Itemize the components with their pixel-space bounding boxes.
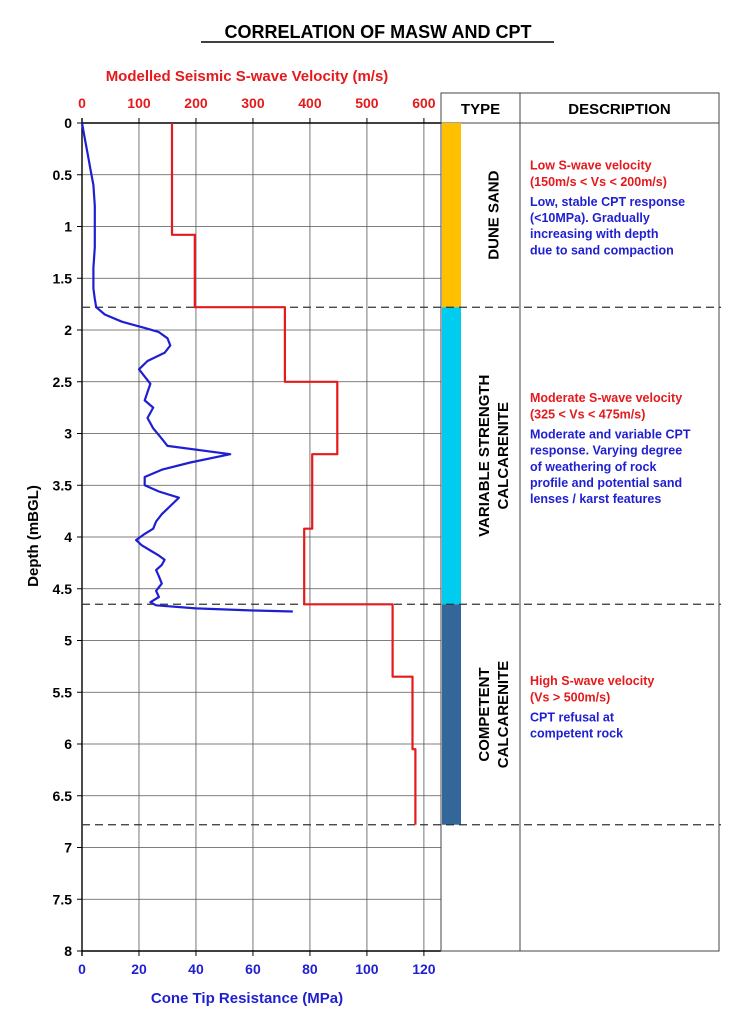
- vs-tick-label: 600: [412, 95, 436, 111]
- layer-color-band: [442, 604, 461, 825]
- chart-title: CORRELATION OF MASW AND CPT: [225, 22, 532, 42]
- depth-tick-label: 1: [64, 219, 72, 235]
- layer-name-line: CALCARENITE: [495, 661, 512, 769]
- depth-tick-label: 6.5: [53, 788, 73, 804]
- layer-vs-description: (Vs > 500m/s): [530, 690, 610, 704]
- table-header-description: DESCRIPTION: [568, 101, 671, 118]
- layer-vs-description: Moderate S-wave velocity: [530, 391, 682, 405]
- layer-boundaries: [82, 306, 721, 826]
- table-header-type: TYPE: [461, 101, 500, 118]
- series: [80, 122, 417, 825]
- top-axis-label: Modelled Seismic S-wave Velocity (m/s): [106, 68, 389, 85]
- vs-tick-label: 500: [355, 95, 379, 111]
- depth-tick-label: 0.5: [53, 167, 73, 183]
- layer-name-line: CALCARENITE: [495, 402, 512, 510]
- table-frame: [440, 92, 720, 952]
- layer-cpt-description: (<10MPa). Gradually: [530, 211, 650, 225]
- cpt-tick-label: 120: [412, 961, 436, 977]
- depth-tick-label: 2.5: [53, 374, 73, 390]
- layer-vs-description: Low S-wave velocity: [530, 159, 652, 173]
- cpt-tick-label: 60: [245, 961, 261, 977]
- layer-name-line: DUNE SAND: [486, 170, 503, 259]
- layer-color-band: [442, 307, 461, 605]
- depth-tick-label: 5.5: [53, 684, 73, 700]
- layer-color-band: [442, 123, 461, 308]
- layer-cpt-description: of weathering of rock: [530, 460, 656, 474]
- depth-tick-label: 3.5: [53, 477, 73, 493]
- depth-tick-label: 3: [64, 426, 72, 442]
- depth-tick-label: 6: [64, 736, 72, 752]
- vs-tick-label: 0: [78, 95, 86, 111]
- cpt-tick-label: 0: [78, 961, 86, 977]
- cpt-tick-label: 20: [131, 961, 147, 977]
- depth-tick-label: 8: [64, 943, 72, 959]
- vs-series-line: [170, 123, 417, 825]
- layer-cpt-description: CPT refusal at: [530, 710, 615, 724]
- layer-vs-description: High S-wave velocity: [530, 674, 654, 688]
- layer-cpt-description: profile and potential sand: [530, 476, 682, 490]
- layer-name: VARIABLE STRENGTH CALCARENITE: [476, 375, 512, 537]
- layer-table: TYPE DESCRIPTION DUNE SAND Low S-wave veloc…: [440, 92, 720, 952]
- layer-vs-description: (150m/s < Vs < 200m/s): [530, 175, 667, 189]
- layer-cpt-description: increasing with depth: [530, 227, 659, 241]
- depth-tick-label: 2: [64, 322, 72, 338]
- depth-tick-label: 4: [64, 529, 72, 545]
- layer-cpt-description: response. Varying degree: [530, 444, 682, 458]
- cpt-tick-label: 40: [188, 961, 204, 977]
- layer-name: COMPETENT CALCARENITE: [476, 661, 512, 769]
- cpt-tick-label: 80: [302, 961, 318, 977]
- cpt-tick-label: 100: [355, 961, 379, 977]
- layer-cpt-description: Low, stable CPT response: [530, 195, 685, 209]
- layer-name-line: VARIABLE STRENGTH: [476, 375, 493, 537]
- depth-tick-label: 7: [64, 840, 72, 856]
- layer-cpt-description: Moderate and variable CPT: [530, 427, 691, 441]
- depth-tick-label: 4.5: [53, 581, 73, 597]
- grid: [81, 118, 441, 956]
- y-axis-label: Depth (mBGL): [25, 485, 42, 587]
- vs-tick-label: 100: [127, 95, 151, 111]
- ticks: 00.511.522.533.544.555.566.577.580 20 40 60…: [53, 95, 436, 977]
- depth-tick-label: 5: [64, 633, 72, 649]
- layer-cpt-description: due to sand compaction: [530, 243, 674, 257]
- depth-tick-label: 7.5: [53, 891, 73, 907]
- layer-name: DUNE SAND: [486, 170, 503, 259]
- layer-cpt-description: lenses / karst features: [530, 492, 661, 506]
- depth-tick-label: 1.5: [53, 270, 73, 286]
- layer-cpt-description: competent rock: [530, 727, 623, 741]
- cpt-series-line: [80, 122, 293, 613]
- depth-tick-label: 0: [64, 115, 72, 131]
- vs-tick-label: 300: [241, 95, 265, 111]
- vs-tick-label: 200: [184, 95, 208, 111]
- bottom-axis-label: Cone Tip Resistance (MPa): [151, 990, 343, 1007]
- layer-name-line: COMPETENT: [476, 667, 493, 761]
- layer-vs-description: (325 < Vs < 475m/s): [530, 407, 645, 421]
- vs-tick-label: 400: [298, 95, 322, 111]
